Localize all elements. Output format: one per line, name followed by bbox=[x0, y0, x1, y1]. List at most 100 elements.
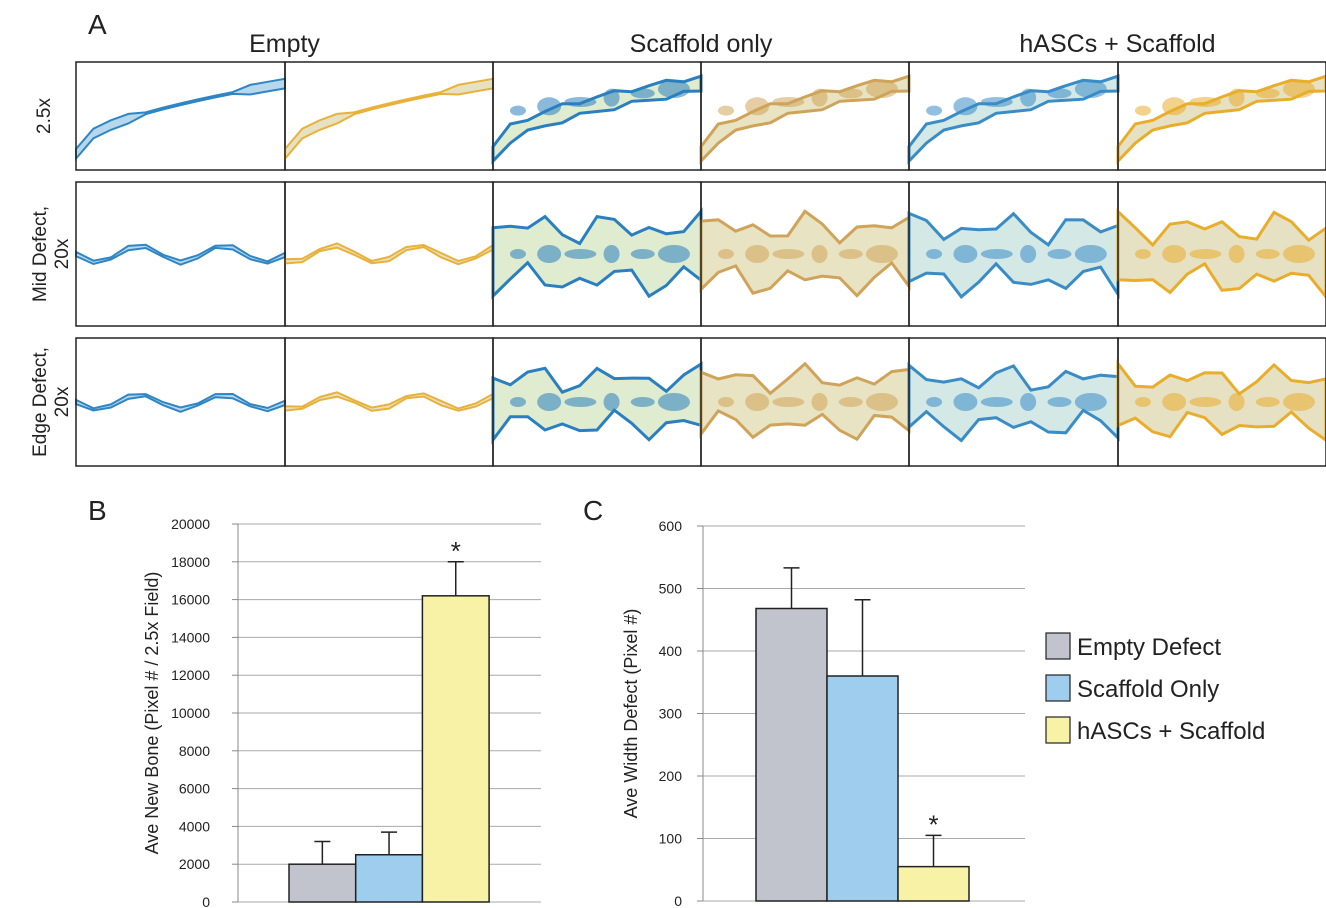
bar bbox=[898, 867, 969, 901]
tissue-detail bbox=[866, 80, 898, 98]
tissue-detail bbox=[1020, 245, 1036, 263]
tissue-detail bbox=[658, 80, 690, 98]
image-frame bbox=[701, 62, 909, 170]
y-tick-label: 16000 bbox=[171, 592, 210, 608]
tissue-detail bbox=[564, 249, 596, 259]
significance-mark: * bbox=[451, 536, 461, 566]
legend-swatch bbox=[1046, 717, 1070, 743]
y-tick-label: 500 bbox=[659, 581, 683, 597]
tissue-detail bbox=[981, 397, 1013, 407]
tissue-section bbox=[76, 245, 285, 265]
tissue-detail bbox=[604, 89, 620, 107]
tissue-detail bbox=[745, 393, 769, 411]
image-frame bbox=[1118, 62, 1326, 170]
y-tick-label: 0 bbox=[202, 894, 210, 908]
y-tick-label: 100 bbox=[659, 831, 683, 847]
column-header: hASCs + Scaffold bbox=[1019, 30, 1215, 58]
tissue-detail bbox=[1229, 245, 1245, 263]
column-header: Scaffold only bbox=[630, 30, 773, 58]
tissue-detail bbox=[772, 249, 804, 259]
tissue-detail bbox=[658, 393, 690, 411]
tissue-detail bbox=[1047, 397, 1071, 407]
tissue-section bbox=[285, 243, 493, 264]
panel-label: A bbox=[88, 9, 107, 40]
tissue-detail bbox=[510, 397, 526, 407]
bar bbox=[422, 596, 489, 902]
tissue-detail bbox=[537, 97, 561, 115]
tissue-section bbox=[76, 79, 285, 159]
tissue-detail bbox=[510, 106, 526, 116]
y-tick-label: 8000 bbox=[179, 743, 210, 759]
y-axis-label: Ave New Bone (Pixel # / 2.5x Field) bbox=[142, 572, 162, 855]
legend-swatch bbox=[1046, 633, 1070, 659]
tissue-detail bbox=[1256, 88, 1280, 98]
tissue-detail bbox=[926, 249, 942, 259]
y-tick-label: 400 bbox=[659, 643, 683, 659]
tissue-detail bbox=[1189, 397, 1221, 407]
significance-mark: * bbox=[928, 809, 938, 839]
tissue-detail bbox=[745, 97, 769, 115]
tissue-detail bbox=[812, 245, 828, 263]
bar bbox=[756, 609, 827, 902]
tissue-detail bbox=[1189, 97, 1221, 107]
tissue-detail bbox=[1283, 80, 1315, 98]
tissue-detail bbox=[1162, 97, 1186, 115]
tissue-detail bbox=[839, 88, 863, 98]
tissue-detail bbox=[1075, 393, 1107, 411]
y-tick-label: 10000 bbox=[171, 705, 210, 721]
row-label: Mid Defect,20x bbox=[30, 206, 73, 302]
image-frame bbox=[493, 62, 701, 170]
tissue-detail bbox=[1256, 249, 1280, 259]
y-tick-label: 14000 bbox=[171, 629, 210, 645]
tissue-detail bbox=[1020, 393, 1036, 411]
y-tick-label: 0 bbox=[674, 893, 682, 908]
row-label: Edge Defect,20x bbox=[30, 347, 73, 457]
image-frame bbox=[285, 62, 493, 170]
bar bbox=[356, 855, 423, 902]
tissue-detail bbox=[1135, 397, 1151, 407]
y-tick-label: 18000 bbox=[171, 554, 210, 570]
tissue-detail bbox=[1162, 245, 1186, 263]
tissue-detail bbox=[926, 397, 942, 407]
tissue-detail bbox=[537, 393, 561, 411]
tissue-detail bbox=[839, 249, 863, 259]
panel-label: B bbox=[88, 495, 107, 526]
tissue-detail bbox=[564, 397, 596, 407]
legend-swatch bbox=[1046, 675, 1070, 701]
tissue-detail bbox=[1229, 393, 1245, 411]
y-tick-label: 600 bbox=[659, 518, 683, 534]
tissue-detail bbox=[510, 249, 526, 259]
figure: A EmptyScaffold onlyhASCs + Scaffold2.5x… bbox=[0, 0, 1326, 908]
tissue-detail bbox=[1135, 249, 1151, 259]
column-header: Empty bbox=[249, 30, 320, 58]
tissue-detail bbox=[1162, 393, 1186, 411]
tissue-detail bbox=[812, 89, 828, 107]
tissue-detail bbox=[1047, 88, 1071, 98]
tissue-detail bbox=[631, 397, 655, 407]
y-tick-label: 2000 bbox=[179, 856, 210, 872]
image-frame bbox=[909, 62, 1118, 170]
tissue-detail bbox=[1075, 245, 1107, 263]
tissue-detail bbox=[981, 249, 1013, 259]
tissue-detail bbox=[953, 393, 977, 411]
tissue-detail bbox=[604, 245, 620, 263]
tissue-detail bbox=[718, 106, 734, 116]
image-frame bbox=[76, 182, 285, 326]
tissue-detail bbox=[839, 397, 863, 407]
tissue-detail bbox=[866, 245, 898, 263]
tissue-detail bbox=[631, 88, 655, 98]
legend-label: hASCs + Scaffold bbox=[1077, 718, 1265, 745]
tissue-detail bbox=[631, 249, 655, 259]
tissue-detail bbox=[564, 97, 596, 107]
tissue-detail bbox=[1135, 106, 1151, 116]
tissue-detail bbox=[1047, 249, 1071, 259]
y-tick-label: 4000 bbox=[179, 818, 210, 834]
bar bbox=[827, 676, 898, 901]
tissue-detail bbox=[812, 393, 828, 411]
tissue-section bbox=[76, 394, 285, 412]
tissue-detail bbox=[1020, 89, 1036, 107]
tissue-detail bbox=[658, 245, 690, 263]
tissue-detail bbox=[953, 245, 977, 263]
tissue-detail bbox=[1189, 249, 1221, 259]
tissue-section bbox=[285, 392, 493, 411]
